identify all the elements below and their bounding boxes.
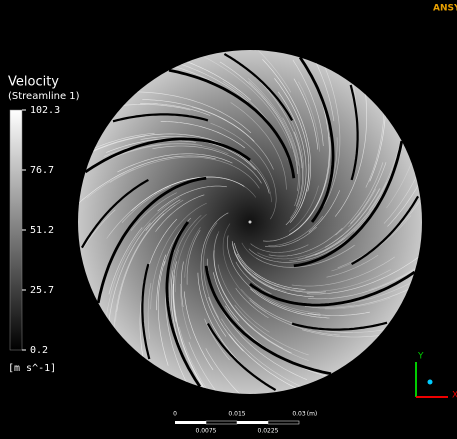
colorbar-label: 76.7 — [30, 165, 54, 176]
legend-title: Velocity — [8, 75, 59, 90]
scale-unit: (m) — [307, 411, 318, 418]
brand: ANSYS — [433, 4, 457, 14]
scale-label: 0.015 — [228, 411, 245, 418]
center — [249, 221, 252, 224]
legend-subtitle: (Streamline 1) — [8, 91, 80, 102]
triad-y: Y — [417, 352, 424, 362]
colorbar — [10, 110, 22, 350]
triad-x: X — [452, 391, 457, 401]
scale-bar — [175, 421, 299, 424]
scale-label: 0.0225 — [258, 428, 279, 435]
viewport: ANSYS Velocity (Streamline 1) 102.3 76.7 5… — [0, 0, 457, 439]
legend-unit: [m s^-1] — [8, 363, 56, 374]
colorbar-label: 102.3 — [30, 105, 60, 116]
scale-label: 0 — [173, 411, 177, 418]
colorbar-label: 0.2 — [30, 345, 48, 356]
scale-label: 0.03 — [292, 411, 306, 418]
colorbar-label: 51.2 — [30, 225, 54, 236]
scale-label: 0.0075 — [196, 428, 217, 435]
colorbar-label: 25.7 — [30, 285, 54, 296]
